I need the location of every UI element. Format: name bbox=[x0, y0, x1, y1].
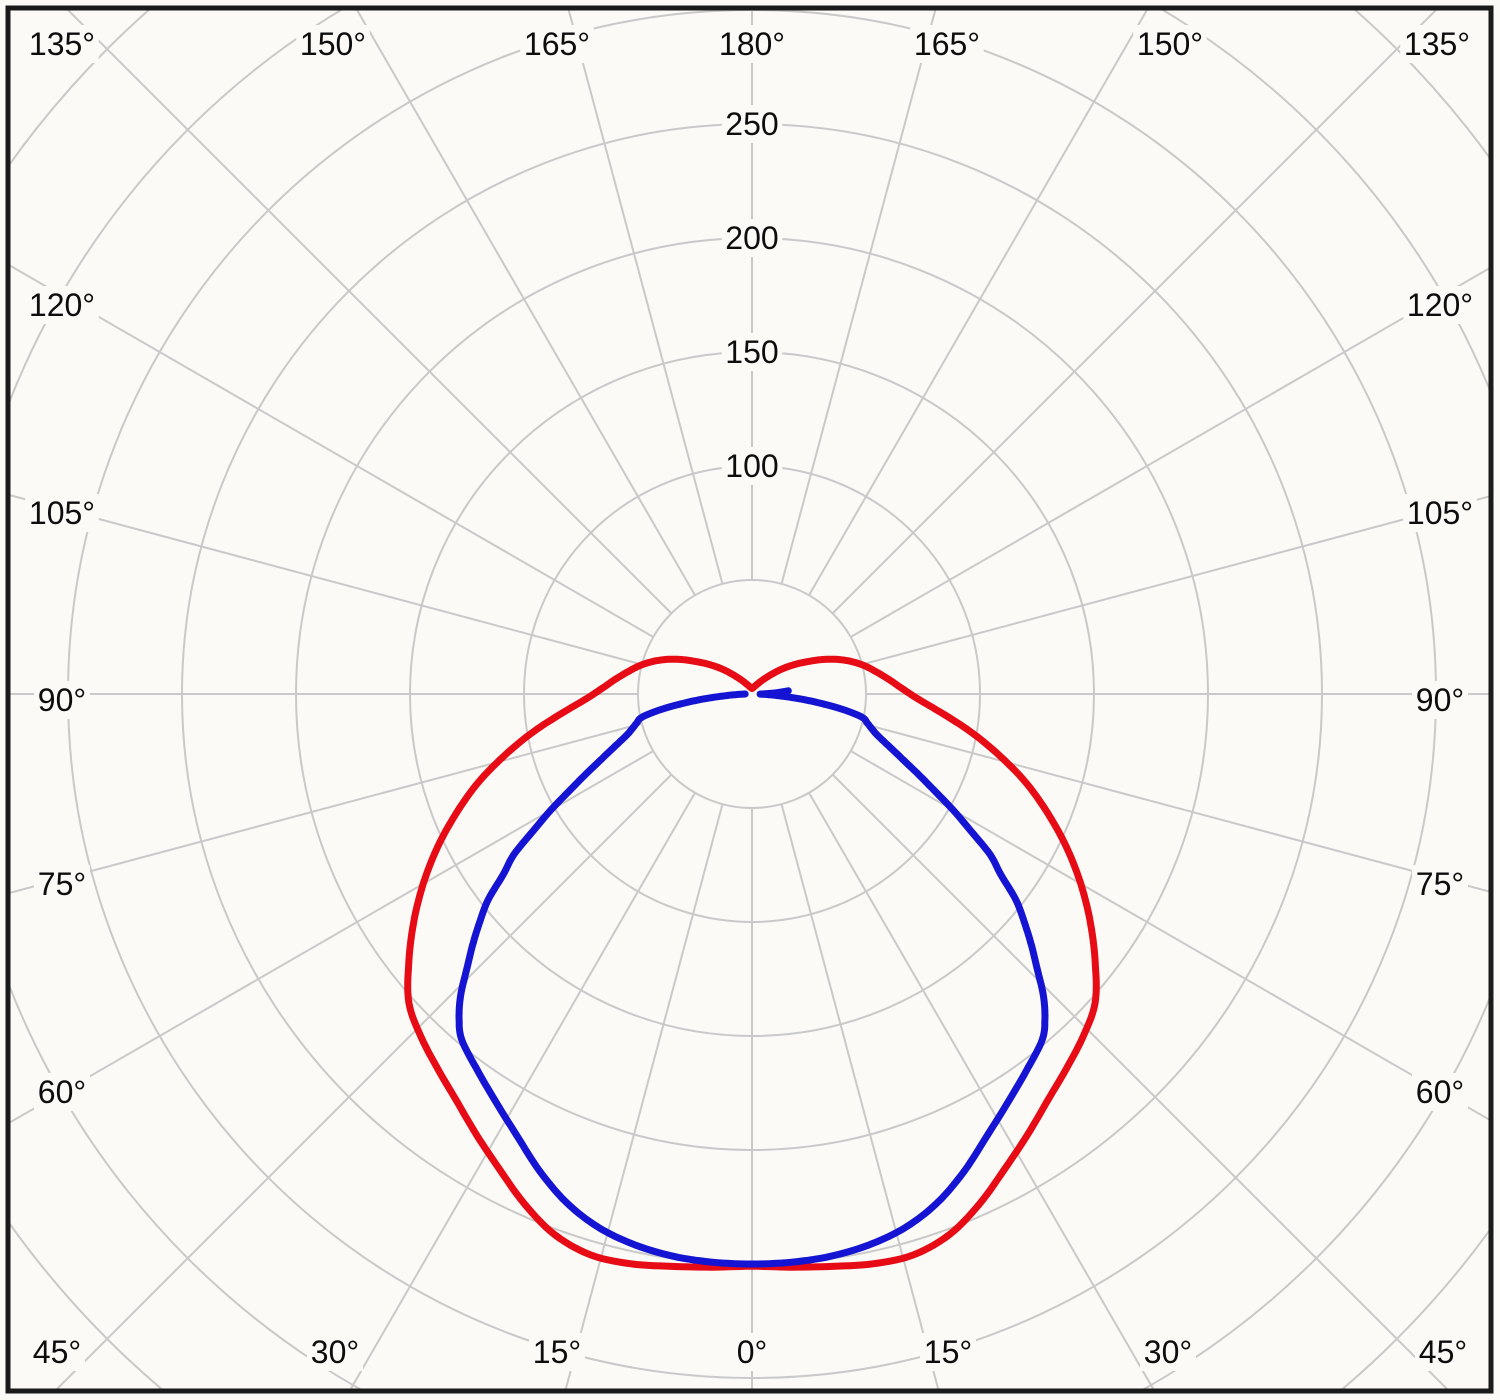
angle-label-bottom-gap bbox=[529, 1333, 585, 1371]
angle-label-right-gap bbox=[1412, 865, 1468, 903]
angle-label-top-gap bbox=[715, 25, 789, 63]
radial-tick-label-gap bbox=[721, 333, 783, 371]
angle-label-bottom: 15° bbox=[533, 1334, 581, 1370]
angle-label-top: 180° bbox=[719, 26, 785, 62]
angle-label-top: 165° bbox=[914, 26, 980, 62]
radial-tick-label-gap bbox=[721, 447, 783, 485]
angle-label-top-gap bbox=[25, 25, 99, 63]
angle-label-top-gap bbox=[1133, 25, 1207, 63]
grid-spoke bbox=[850, 267, 1489, 638]
angle-label-left: 75° bbox=[38, 866, 86, 902]
grid-spoke bbox=[861, 495, 1489, 666]
grid-spoke bbox=[831, 773, 1449, 1389]
angle-label-right-gap bbox=[1412, 1073, 1468, 1111]
angle-label-top-gap bbox=[520, 25, 594, 63]
angle-label-bottom: 15° bbox=[924, 1334, 972, 1370]
grid-spoke bbox=[808, 792, 1155, 1389]
angle-label-left-gap bbox=[34, 865, 90, 903]
angle-label-top: 165° bbox=[524, 26, 590, 62]
angle-label-top-gap bbox=[910, 25, 984, 63]
angle-label-left: 60° bbox=[38, 1074, 86, 1110]
radial-tick-label: 200 bbox=[725, 220, 778, 256]
angle-label-bottom: 45° bbox=[33, 1334, 81, 1370]
angle-label-top: 150° bbox=[1137, 26, 1203, 62]
angle-label-right-gap bbox=[1412, 681, 1468, 719]
angle-label-right-gap bbox=[1403, 286, 1477, 324]
grid-spoke bbox=[349, 792, 696, 1389]
angle-label-right: 120° bbox=[1407, 287, 1473, 323]
grid-spoke bbox=[10, 750, 654, 1124]
grid-spoke bbox=[850, 750, 1489, 1121]
angle-label-bottom-gap bbox=[307, 1333, 363, 1371]
grid-spoke bbox=[861, 722, 1489, 893]
grid-spoke bbox=[567, 10, 724, 585]
grid-spoke bbox=[808, 10, 1149, 596]
angle-label-top-gap bbox=[296, 25, 370, 63]
angle-label-bottom-gap bbox=[1415, 1333, 1471, 1371]
grid-spoke bbox=[780, 803, 940, 1389]
angle-label-bottom-gap bbox=[920, 1333, 976, 1371]
angle-label-left: 90° bbox=[38, 682, 86, 718]
angle-label-right: 105° bbox=[1407, 495, 1473, 531]
angle-label-left-gap bbox=[34, 1073, 90, 1111]
angle-label-top: 135° bbox=[29, 26, 95, 62]
angle-label-right: 60° bbox=[1416, 1074, 1464, 1110]
chart-frame bbox=[5, 5, 1494, 1394]
grid-spoke bbox=[780, 10, 937, 585]
angle-label-top-gap bbox=[1400, 25, 1474, 63]
angle-label-top: 135° bbox=[1404, 26, 1470, 62]
angle-label-top: 150° bbox=[300, 26, 366, 62]
radial-tick-label-gap bbox=[721, 105, 783, 143]
angle-label-bottom: 0° bbox=[737, 1334, 768, 1370]
radial-tick-label: 150 bbox=[725, 334, 778, 370]
angle-label-bottom: 30° bbox=[1144, 1334, 1192, 1370]
grid-spoke bbox=[10, 494, 643, 666]
angle-label-right: 90° bbox=[1416, 682, 1464, 718]
angle-label-bottom-gap bbox=[29, 1333, 85, 1371]
angle-label-left: 120° bbox=[29, 287, 95, 323]
angle-label-left-gap bbox=[25, 286, 99, 324]
grid-spoke bbox=[564, 803, 724, 1389]
angle-label-bottom: 45° bbox=[1419, 1334, 1467, 1370]
angle-label-bottom-gap bbox=[1140, 1333, 1196, 1371]
radial-tick-label: 100 bbox=[725, 448, 778, 484]
angle-label-right: 75° bbox=[1416, 866, 1464, 902]
angle-label-bottom-gap bbox=[732, 1333, 772, 1371]
angle-label-left-gap bbox=[34, 681, 90, 719]
angle-label-left: 105° bbox=[29, 495, 95, 531]
grid-spoke bbox=[66, 10, 673, 615]
angle-label-bottom: 30° bbox=[311, 1334, 359, 1370]
grid-spoke bbox=[355, 10, 696, 596]
radial-tick-label: 250 bbox=[725, 106, 778, 142]
grid-spoke bbox=[831, 10, 1438, 615]
grid-spoke bbox=[10, 264, 654, 638]
angle-label-right-gap bbox=[1403, 494, 1477, 532]
radial-tick-label-gap bbox=[721, 219, 783, 257]
grid-spoke bbox=[10, 722, 643, 894]
grid-spoke bbox=[55, 773, 673, 1389]
intensity-blue-curve bbox=[455, 687, 1049, 1268]
angle-label-left-gap bbox=[25, 494, 99, 532]
